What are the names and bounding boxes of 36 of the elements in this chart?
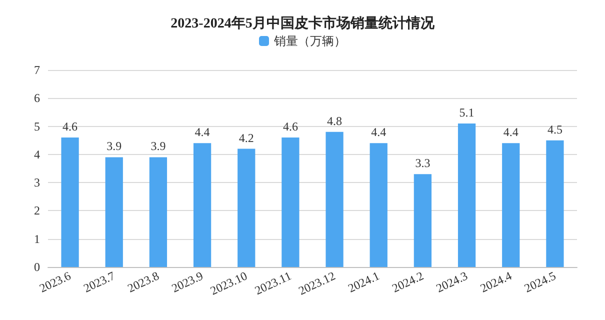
y-tick-label: 7 <box>34 63 40 77</box>
bar <box>370 143 388 267</box>
y-tick-label: 0 <box>34 260 40 274</box>
data-label: 3.3 <box>415 156 430 170</box>
bar <box>61 138 79 267</box>
data-label: 4.8 <box>327 114 342 128</box>
data-label: 4.4 <box>371 125 386 140</box>
y-tick-label: 5 <box>34 119 40 134</box>
chart-title: 2023-2024年5月中国皮卡市场销量统计情况 <box>170 14 436 32</box>
x-tick-label: 2024.2 <box>390 268 426 296</box>
data-label: 4.4 <box>503 125 518 140</box>
bar <box>238 148 256 267</box>
bar <box>282 138 300 267</box>
bar <box>193 143 212 267</box>
bar <box>105 157 123 267</box>
bar <box>546 140 564 267</box>
data-label: 4.2 <box>238 130 254 145</box>
y-tick-label: 4 <box>34 147 40 162</box>
y-tick-label: 3 <box>34 176 40 190</box>
x-tick-label: 2024.1 <box>346 268 382 296</box>
data-label: 4.5 <box>547 122 562 136</box>
data-label: 5.1 <box>459 105 474 120</box>
data-label: 4.4 <box>194 125 210 140</box>
bar <box>149 157 168 267</box>
y-tick-label: 2 <box>34 204 40 218</box>
data-label: 4.6 <box>62 120 78 134</box>
data-label: 3.9 <box>106 139 122 154</box>
data-label: 4.6 <box>282 120 298 134</box>
bar <box>326 132 344 267</box>
data-label: 3.9 <box>150 139 166 154</box>
bar <box>458 123 476 267</box>
legend-label: 销量（万辆） <box>273 34 346 48</box>
bar <box>502 143 520 267</box>
bar <box>414 174 432 267</box>
y-tick-label: 6 <box>34 91 40 106</box>
y-tick-label: 1 <box>34 232 40 246</box>
